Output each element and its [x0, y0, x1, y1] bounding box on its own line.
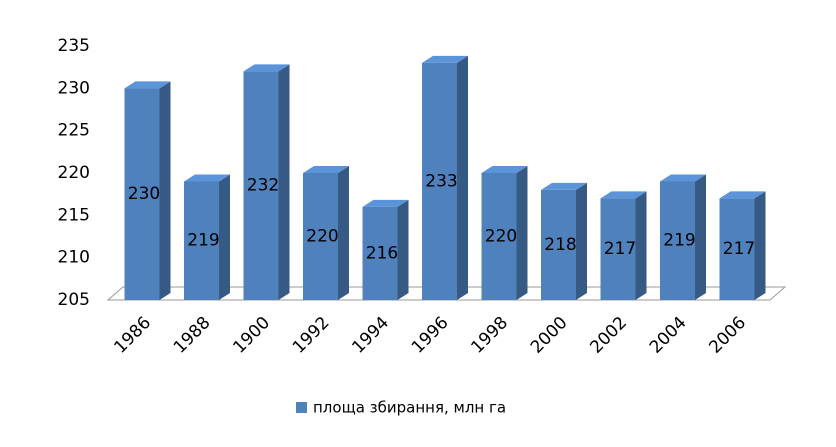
bar-front: [184, 181, 219, 300]
bar: [481, 166, 528, 300]
bar-side: [695, 174, 706, 300]
x-tick-label: 2002: [586, 313, 631, 358]
x-tick-label: 1992: [289, 313, 334, 358]
bar-top: [124, 81, 171, 89]
bar-side: [635, 191, 647, 300]
x-tick-label: 2000: [527, 313, 572, 358]
bar-top: [422, 55, 468, 63]
bar: [124, 81, 171, 300]
bar-top: [243, 64, 290, 72]
bar-front: [303, 173, 338, 300]
bar: [422, 55, 468, 300]
bar-side: [338, 166, 349, 300]
y-tick-label: 215: [58, 205, 90, 225]
bar: [600, 191, 647, 300]
data-label: 217: [604, 239, 636, 259]
x-tick-label: 1996: [408, 313, 453, 358]
legend-label: площа збирання, млн га: [313, 399, 506, 417]
data-label: 233: [425, 171, 457, 191]
bar-top: [303, 166, 349, 173]
bar-side: [159, 81, 171, 300]
bar: [719, 191, 766, 300]
bar-top: [481, 166, 528, 173]
bar-top: [660, 174, 706, 182]
bar-side: [754, 191, 766, 300]
bar-front: [422, 62, 457, 300]
x-tick-label: 1998: [467, 313, 512, 358]
data-label: 218: [544, 235, 576, 255]
data-label: 219: [663, 231, 695, 251]
bar: [362, 199, 409, 300]
bar-side: [397, 199, 409, 300]
bar: [184, 174, 230, 300]
x-tick-label: 1994: [348, 313, 393, 358]
y-tick-label: 225: [58, 121, 90, 141]
data-label: 216: [366, 243, 398, 263]
y-tick-label: 235: [58, 36, 90, 56]
bar: [303, 166, 349, 300]
bar-front: [600, 198, 636, 300]
bar: [541, 182, 587, 300]
data-label: 232: [247, 176, 279, 196]
bar-front: [124, 88, 160, 300]
bar-front: [481, 173, 517, 300]
bar-front: [541, 189, 576, 300]
legend-swatch: [296, 402, 307, 413]
bar-front: [719, 198, 755, 300]
x-tick-label: 1900: [229, 313, 274, 358]
bar-front: [243, 71, 279, 301]
data-label: 217: [723, 239, 755, 259]
bar-front: [362, 206, 398, 300]
data-label: 220: [485, 227, 517, 247]
bar-side: [278, 64, 290, 301]
x-tick-label: 1986: [110, 313, 155, 358]
bar-side: [219, 174, 230, 300]
y-tick-label: 205: [58, 290, 90, 310]
y-tick-label: 220: [58, 163, 90, 183]
y-tick-label: 230: [58, 78, 90, 98]
bar-top: [719, 191, 766, 199]
data-label: 230: [128, 184, 160, 204]
bar-side: [457, 55, 468, 300]
bar-top: [541, 182, 587, 190]
x-tick-label: 2006: [705, 313, 750, 358]
bar-top: [362, 199, 409, 207]
bar-front: [660, 181, 695, 300]
bar-top: [600, 191, 647, 199]
bar: [660, 174, 706, 300]
bar-top: [184, 174, 230, 182]
x-tick-label: 1988: [170, 313, 215, 358]
bar-side: [576, 182, 587, 300]
data-label: 220: [306, 227, 338, 247]
x-tick-label: 2004: [646, 313, 691, 358]
y-tick-label: 210: [58, 248, 90, 268]
data-label: 219: [187, 231, 219, 251]
bar-side: [516, 166, 528, 300]
bar: [243, 64, 290, 301]
